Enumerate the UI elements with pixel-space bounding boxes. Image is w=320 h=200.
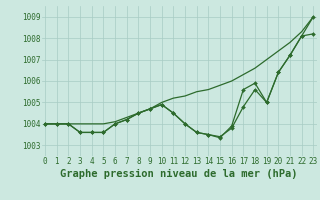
X-axis label: Graphe pression niveau de la mer (hPa): Graphe pression niveau de la mer (hPa) [60,169,298,179]
